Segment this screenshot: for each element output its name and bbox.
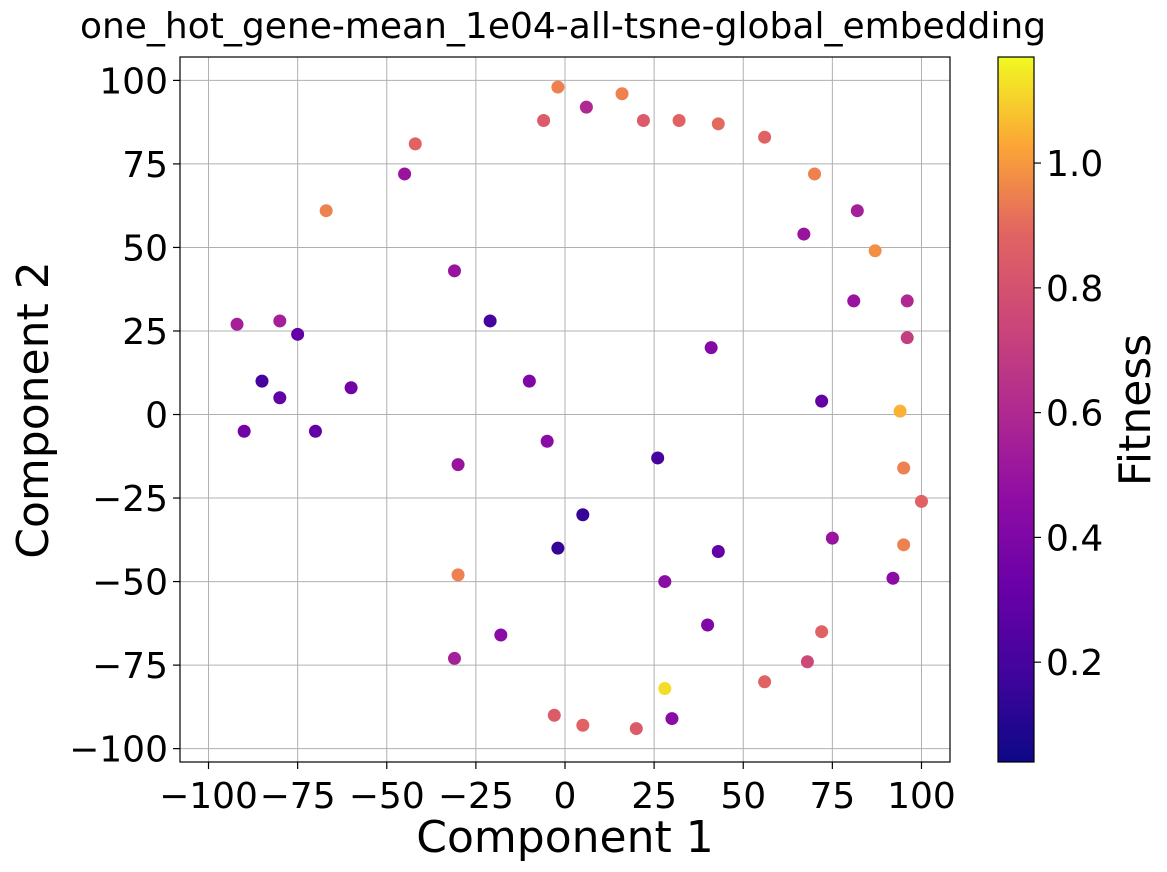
y-tick-label: 100 [99,61,168,102]
colorbar-label: Fitness [1110,334,1161,486]
x-tick-label: 75 [809,776,855,817]
y-axis-ticks: −100 −75 −50 −25 0 25 50 75 100 [69,61,180,771]
x-tick-label: −75 [260,776,336,817]
data-point [758,675,772,689]
data-point [237,424,251,438]
data-point [651,451,665,465]
x-axis-label: Component 1 [416,812,713,863]
data-point [540,434,554,448]
y-tick-label: −50 [92,563,168,604]
y-tick-label: −25 [92,479,168,520]
data-point [291,327,305,341]
data-point [537,113,551,127]
data-point [551,541,565,555]
data-point [451,568,465,582]
colorbar-tick-label: 0.4 [1046,518,1103,559]
data-point [615,87,629,101]
x-axis-ticks: −100 −75 −50 −25 0 25 50 75 100 [159,762,956,817]
y-tick-label: 25 [122,312,168,353]
colorbar-tick-label: 0.8 [1046,269,1103,310]
y-tick-label: 75 [122,145,168,186]
data-point [629,722,643,736]
data-point [893,404,907,418]
data-point [636,113,650,127]
data-point [273,314,287,328]
data-point [711,545,725,559]
colorbar-tick-label: 1.0 [1046,144,1103,185]
data-point [701,618,715,632]
chart-title: one_hot_gene-mean_1e04-all-tsne-global_e… [80,6,1046,47]
y-tick-label: −100 [69,730,168,771]
data-point [847,294,861,308]
x-tick-label: 100 [887,776,956,817]
data-point [408,137,422,151]
data-point [797,227,811,241]
data-point [576,718,590,732]
data-point [704,341,718,355]
data-point [273,391,287,405]
data-point [451,458,465,472]
data-point [825,531,839,545]
colorbar-gradient [997,56,1035,763]
data-point [522,374,536,388]
x-tick-label: 25 [631,776,677,817]
data-point [914,494,928,508]
data-point [398,167,412,181]
data-point [344,381,358,395]
colorbar-tick-label: 0.2 [1046,643,1103,684]
data-point [308,424,322,438]
data-point [658,681,672,695]
data-point [547,708,561,722]
data-point [897,538,911,552]
data-point [868,244,882,258]
y-tick-label: 50 [122,228,168,269]
plot-area: −100 −75 −50 −25 0 25 50 75 100 −100−75−50−25025… [69,56,956,817]
data-point [886,571,900,585]
data-point [576,508,590,522]
data-point [808,167,822,181]
data-point [815,625,829,639]
colorbar-tick-label: 0.6 [1046,394,1103,435]
data-point [900,331,914,345]
data-point [850,204,864,218]
x-tick-label: −50 [349,776,425,817]
x-tick-label: 0 [554,776,577,817]
data-point [319,204,333,218]
colorbar-ticks: 0.2 0.4 0.6 0.8 1.0 [1034,144,1103,684]
x-tick-label: −100 [159,776,258,817]
y-axis-label: Component 2 [8,261,59,558]
x-tick-label: 50 [720,776,766,817]
data-point [447,651,461,665]
data-point [897,461,911,475]
grid [180,57,950,762]
data-point [255,374,269,388]
data-point [800,655,814,669]
y-tick-label: −75 [92,646,168,687]
data-points [230,80,928,736]
data-point [551,80,565,94]
colorbar: 0.2 0.4 0.6 0.8 1.0 Fitness [997,56,1161,763]
data-point [494,628,508,642]
y-tick-label: 0 [145,396,168,437]
data-point [815,394,829,408]
x-tick-label: −25 [438,776,514,817]
data-point [900,294,914,308]
data-point [665,712,679,726]
data-point [579,100,593,114]
data-point [758,130,772,144]
data-point [711,117,725,131]
data-point [230,317,244,331]
data-point [672,113,686,127]
data-point [447,264,461,278]
data-point [658,575,672,589]
data-point [483,314,497,328]
